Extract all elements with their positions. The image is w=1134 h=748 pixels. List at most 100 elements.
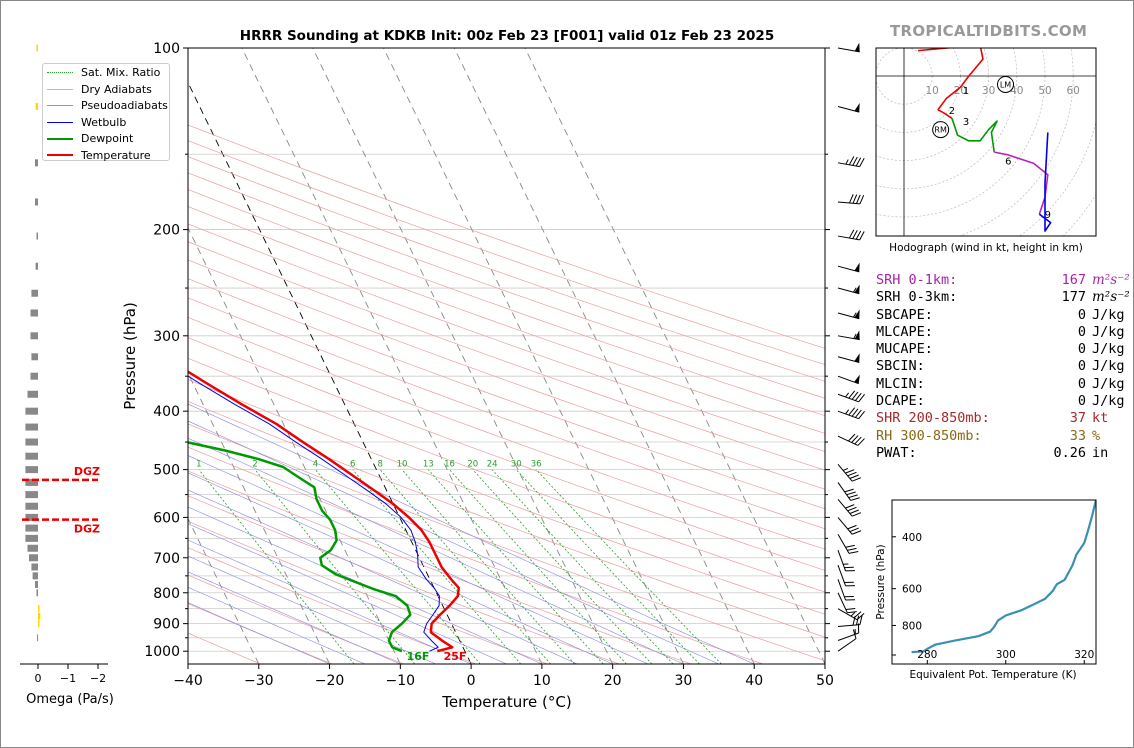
- x-tick-label: 20: [604, 673, 622, 689]
- wind-barb-full: [848, 229, 855, 239]
- wind-barb-full: [855, 615, 860, 626]
- wind-barb: [837, 592, 857, 614]
- wind-barb-staff: [837, 435, 859, 446]
- theta-e-ylabel: Pressure (hPa): [875, 544, 887, 619]
- mixing-ratio-label: 6: [350, 460, 355, 470]
- wind-barb-full: [857, 438, 865, 446]
- omega-bar: [36, 44, 38, 52]
- skewt-profiles: [188, 370, 461, 653]
- mixing-ratio-line: [491, 469, 674, 664]
- mixing-ratio-line: [352, 469, 522, 664]
- stat-row: SBCIN: 0 J/kg: [876, 358, 1130, 375]
- wind-barb-full: [845, 570, 856, 572]
- hodograph-xlabel: Hodograph (wind in kt, height in km): [889, 242, 1083, 254]
- legend-swatch: [47, 88, 73, 90]
- stat-value: 33: [1069, 427, 1086, 444]
- wind-barb-staff: [837, 335, 860, 341]
- wind-barb-full: [848, 407, 856, 416]
- wind-barb-full: [844, 566, 854, 569]
- stat-unit: in: [1092, 444, 1109, 461]
- stat-unit: J/kg: [1092, 375, 1125, 392]
- legend-item: Pseudoadiabats: [47, 98, 169, 114]
- omega-bar: [38, 612, 41, 620]
- isotherm-line: [312, 48, 614, 664]
- wind-barb-staff: [837, 550, 846, 572]
- mixing-ratio-label: 13: [423, 460, 434, 470]
- wind-barb-full: [847, 471, 857, 477]
- pseudoadiabat-line: [188, 555, 436, 664]
- wind-barb-full: [855, 157, 862, 167]
- stat-unit: J/kg: [1092, 323, 1125, 340]
- stat-value: 0: [1077, 306, 1086, 323]
- mixing-ratio-line: [198, 469, 355, 664]
- pseudoadiabat-line: [188, 420, 719, 664]
- stat-value: 167: [1061, 272, 1086, 288]
- omega-bar: [37, 634, 39, 642]
- legend-item: Sat. Mix. Ratio: [47, 65, 169, 81]
- y-tick-label: 900: [153, 617, 180, 633]
- wind-barb-full: [855, 230, 862, 240]
- pseudoadiabat-line: [188, 523, 507, 664]
- pseudoadiabat-line: [188, 506, 543, 664]
- legend-item: Dry Adiabats: [47, 82, 169, 98]
- y-tick-label: 300: [153, 329, 180, 345]
- wind-barb-full: [847, 506, 857, 512]
- omega-bar: [27, 390, 38, 398]
- omega-bar: [38, 605, 40, 613]
- dry-adiabat-line: [188, 547, 476, 664]
- dry-adiabat-line: [188, 603, 333, 664]
- wind-barb-full: [852, 230, 858, 239]
- brand-watermark: TROPICALTIDBITS.COM: [890, 22, 1088, 40]
- wind-barb-full: [847, 547, 857, 551]
- wind-barb-staff: [837, 592, 848, 613]
- hodograph-height-label: 9: [1045, 210, 1051, 221]
- stat-unit: J/kg: [1092, 341, 1125, 358]
- legend-label: Temperature: [81, 148, 151, 162]
- legend-item: Wetbulb: [47, 115, 169, 131]
- wind-barb-full: [855, 194, 861, 204]
- wind-barb-staff: [837, 410, 859, 420]
- omega-bar: [25, 438, 38, 446]
- wind-barb: [837, 229, 865, 241]
- omega-bar: [36, 589, 38, 597]
- wind-barb-full: [852, 156, 858, 166]
- stat-label: SRH 0-3km:: [876, 289, 958, 306]
- wind-barb-staff: [837, 482, 852, 501]
- legend-label: Sat. Mix. Ratio: [81, 66, 161, 80]
- hodograph-tick-label: 30: [982, 85, 995, 97]
- dry-adiabat-line: [188, 337, 825, 571]
- mixing-ratio-label: 16: [444, 460, 455, 470]
- omega-bar: [25, 491, 38, 499]
- hodograph-tick-label: 20: [954, 85, 967, 97]
- wind-barb-staff: [837, 47, 860, 53]
- dewpoint-line: [188, 441, 412, 653]
- mixing-ratio-line: [427, 469, 604, 664]
- omega-bar: [30, 372, 38, 380]
- wind-barb-staff: [837, 356, 860, 363]
- wind-barb-staff: [837, 534, 850, 554]
- wind-barb-half: [854, 628, 856, 635]
- stat-row: PWAT: 0.26 in: [876, 445, 1130, 462]
- skewt-legend: Sat. Mix. Ratio Dry Adiabats Pseudoadiabat…: [42, 63, 170, 164]
- wind-barb-full: [847, 611, 857, 614]
- stat-label: SHR 200-850mb:: [876, 410, 990, 427]
- dry-adiabat-line: [188, 259, 825, 490]
- legend-item: Dewpoint: [47, 131, 169, 147]
- omega-tick-label: −1: [60, 672, 76, 685]
- stat-row: MLCAPE: 0 J/kg: [876, 324, 1130, 341]
- wind-barb-full: [851, 391, 859, 400]
- hodograph-plot: 10 20 30 40 50 60 123 6 9 LM RM: [876, 48, 1096, 236]
- wind-barb-flag: [854, 284, 860, 294]
- wind-barb: [837, 353, 860, 363]
- omega-xlabel: Omega (Pa/s): [26, 692, 114, 707]
- wind-barb-half: [853, 287, 857, 293]
- wind-barb: [837, 517, 862, 535]
- wind-barb: [837, 407, 865, 420]
- mixing-ratio-label: 20: [467, 460, 478, 470]
- dry-adiabat-line: [188, 446, 763, 664]
- wind-barb-full: [851, 408, 859, 417]
- legend-item: Temperature: [47, 148, 169, 164]
- wind-barb-full: [859, 194, 865, 205]
- theta-e-plot: [911, 500, 1096, 654]
- wind-barb-full: [858, 410, 865, 420]
